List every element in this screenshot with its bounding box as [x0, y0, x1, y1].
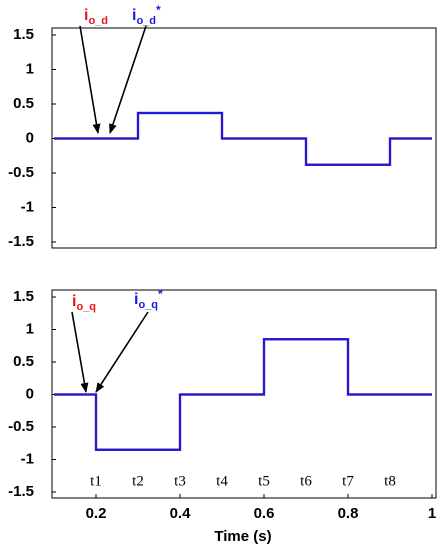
y-tick-label: 1 — [26, 60, 34, 77]
y-tick-label: -0.5 — [8, 164, 34, 181]
x-tick-label: 0.2 — [86, 505, 107, 522]
series-label-subscript: o_d — [136, 15, 156, 27]
y-tick-label: 0 — [26, 385, 34, 402]
y-tick-label: -1.5 — [8, 483, 34, 500]
y-tick-label: -1 — [21, 450, 34, 467]
series-label-name: i — [72, 293, 76, 310]
time-marker: t4 — [216, 473, 228, 489]
x-axis-title: Time (s) — [214, 528, 271, 545]
series-label-name: i — [132, 7, 136, 24]
y-tick-label: 1 — [26, 320, 34, 337]
time-marker: t6 — [300, 473, 312, 489]
time-marker: t5 — [258, 473, 270, 489]
series-label-superscript: * — [156, 3, 161, 17]
time-marker: t3 — [174, 473, 186, 489]
series-label: io_d* — [132, 3, 161, 27]
arrow — [109, 25, 147, 134]
series-line — [54, 111, 432, 166]
series-label-name: i — [84, 7, 88, 24]
arrow — [71, 311, 89, 393]
series-label-subscript: o_q — [138, 299, 158, 311]
series-label-name: i — [134, 291, 138, 308]
time-marker: t2 — [132, 473, 144, 489]
series-line — [54, 338, 432, 451]
y-tick-label: -1 — [21, 198, 34, 215]
y-tick-label: -1.5 — [8, 233, 34, 250]
series-label-superscript: * — [158, 287, 163, 301]
x-tick-label: 0.4 — [170, 505, 192, 522]
time-marker: t1 — [90, 473, 102, 489]
arrow — [79, 25, 101, 134]
y-tick-label: 0.5 — [13, 95, 34, 112]
series-label: io_q* — [134, 287, 163, 311]
x-tick-label: 0.8 — [338, 505, 359, 522]
series-label: io_d — [84, 7, 108, 27]
y-tick-label: 1.5 — [13, 26, 34, 43]
arrow — [95, 311, 149, 393]
y-tick-label: 0.5 — [13, 353, 34, 370]
time-marker: t7 — [342, 473, 354, 489]
y-tick-label: 0 — [26, 129, 34, 146]
series-label-subscript: o_q — [76, 301, 96, 313]
y-tick-label: -0.5 — [8, 418, 34, 435]
time-marker: t8 — [384, 473, 396, 489]
series-label-subscript: o_d — [88, 15, 108, 27]
series-label: io_q — [72, 293, 96, 313]
x-tick-label: 1 — [428, 505, 436, 522]
y-tick-label: 1.5 — [13, 288, 34, 305]
x-tick-label: 0.6 — [254, 505, 275, 522]
